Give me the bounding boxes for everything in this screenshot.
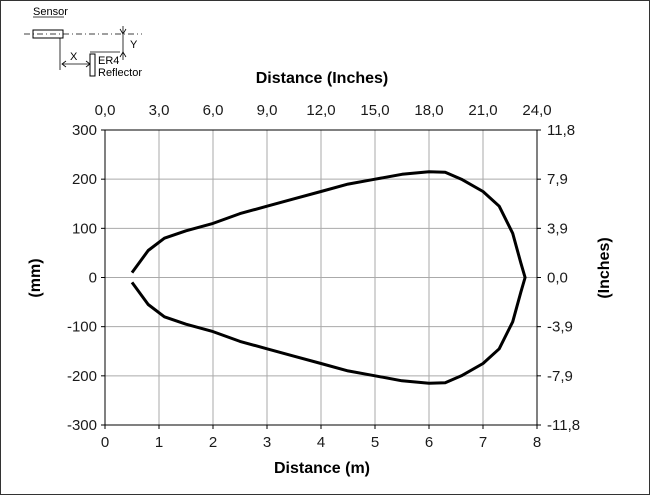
y-tick-label: 300 bbox=[72, 122, 97, 139]
x-tick-label: 5 bbox=[371, 434, 379, 451]
x-tick-label: 2 bbox=[209, 434, 217, 451]
y-tick-label: -200 bbox=[67, 368, 97, 385]
beam-pattern-line bbox=[130, 170, 527, 385]
y-dimension-label: Y bbox=[130, 39, 138, 51]
top-axis-title: Distance (Inches) bbox=[256, 70, 388, 87]
x2-tick-label: 3,0 bbox=[149, 102, 170, 119]
x2-tick-label: 0,0 bbox=[95, 102, 116, 119]
x2-tick-label: 12,0 bbox=[306, 102, 335, 119]
x-tick-label: 4 bbox=[317, 434, 325, 451]
y-tick-label: 200 bbox=[72, 171, 97, 188]
reflector-label: Reflector bbox=[98, 67, 142, 79]
y2-tick-label: 3,9 bbox=[547, 220, 568, 237]
y2-tick-label: -11,8 bbox=[547, 417, 580, 434]
tick-labels: 0 0,0 1 3,0 2 6,0 3 9,0 4 12,0 5 15,0 6 18,0 7 21,0 8 24,… bbox=[67, 102, 580, 451]
y-tick-label: 100 bbox=[72, 220, 97, 237]
sensor-label: Sensor bbox=[33, 6, 68, 18]
left-axis-title: (mm) bbox=[27, 258, 44, 297]
y2-tick-label: -3,9 bbox=[547, 319, 573, 336]
x-dimension-label: X bbox=[70, 51, 78, 63]
y-tick-label: -300 bbox=[67, 417, 97, 434]
x-arrow-left bbox=[61, 60, 67, 68]
x2-tick-label: 15,0 bbox=[360, 102, 389, 119]
reflector-body bbox=[89, 53, 96, 77]
x2-tick-label: 6,0 bbox=[203, 102, 224, 119]
y2-tick-label: -7,9 bbox=[547, 368, 573, 385]
x-tick-label: 3 bbox=[263, 434, 271, 451]
x-tick-label: 0 bbox=[101, 434, 109, 451]
x2-tick-label: 18,0 bbox=[414, 102, 443, 119]
x2-tick-label: 21,0 bbox=[468, 102, 497, 119]
x2-tick-label: 24,0 bbox=[522, 102, 551, 119]
x-tick-label: 6 bbox=[425, 434, 433, 451]
reflector-model-label: ER4 bbox=[98, 55, 119, 67]
y-arrow-bottom bbox=[119, 51, 127, 58]
y2-tick-label: 7,9 bbox=[547, 171, 568, 188]
y2-tick-label: 0,0 bbox=[547, 270, 568, 287]
x2-tick-label: 9,0 bbox=[257, 102, 278, 119]
y-tick-label: 0 bbox=[89, 270, 97, 287]
y2-tick-label: 11,8 bbox=[547, 122, 575, 139]
right-axis-title: (Inches) bbox=[596, 237, 613, 298]
sensor-reflector-diagram: Sensor X Y ER4 Reflector bbox=[24, 6, 142, 79]
x-tick-label: 1 bbox=[155, 434, 163, 451]
y-tick-label: -100 bbox=[67, 319, 97, 336]
plot-area-border bbox=[104, 129, 538, 426]
y-arrow-top bbox=[119, 28, 127, 35]
bottom-axis-title: Distance (m) bbox=[274, 460, 370, 477]
x-tick-label: 8 bbox=[533, 434, 541, 451]
x-tick-label: 7 bbox=[479, 434, 487, 451]
